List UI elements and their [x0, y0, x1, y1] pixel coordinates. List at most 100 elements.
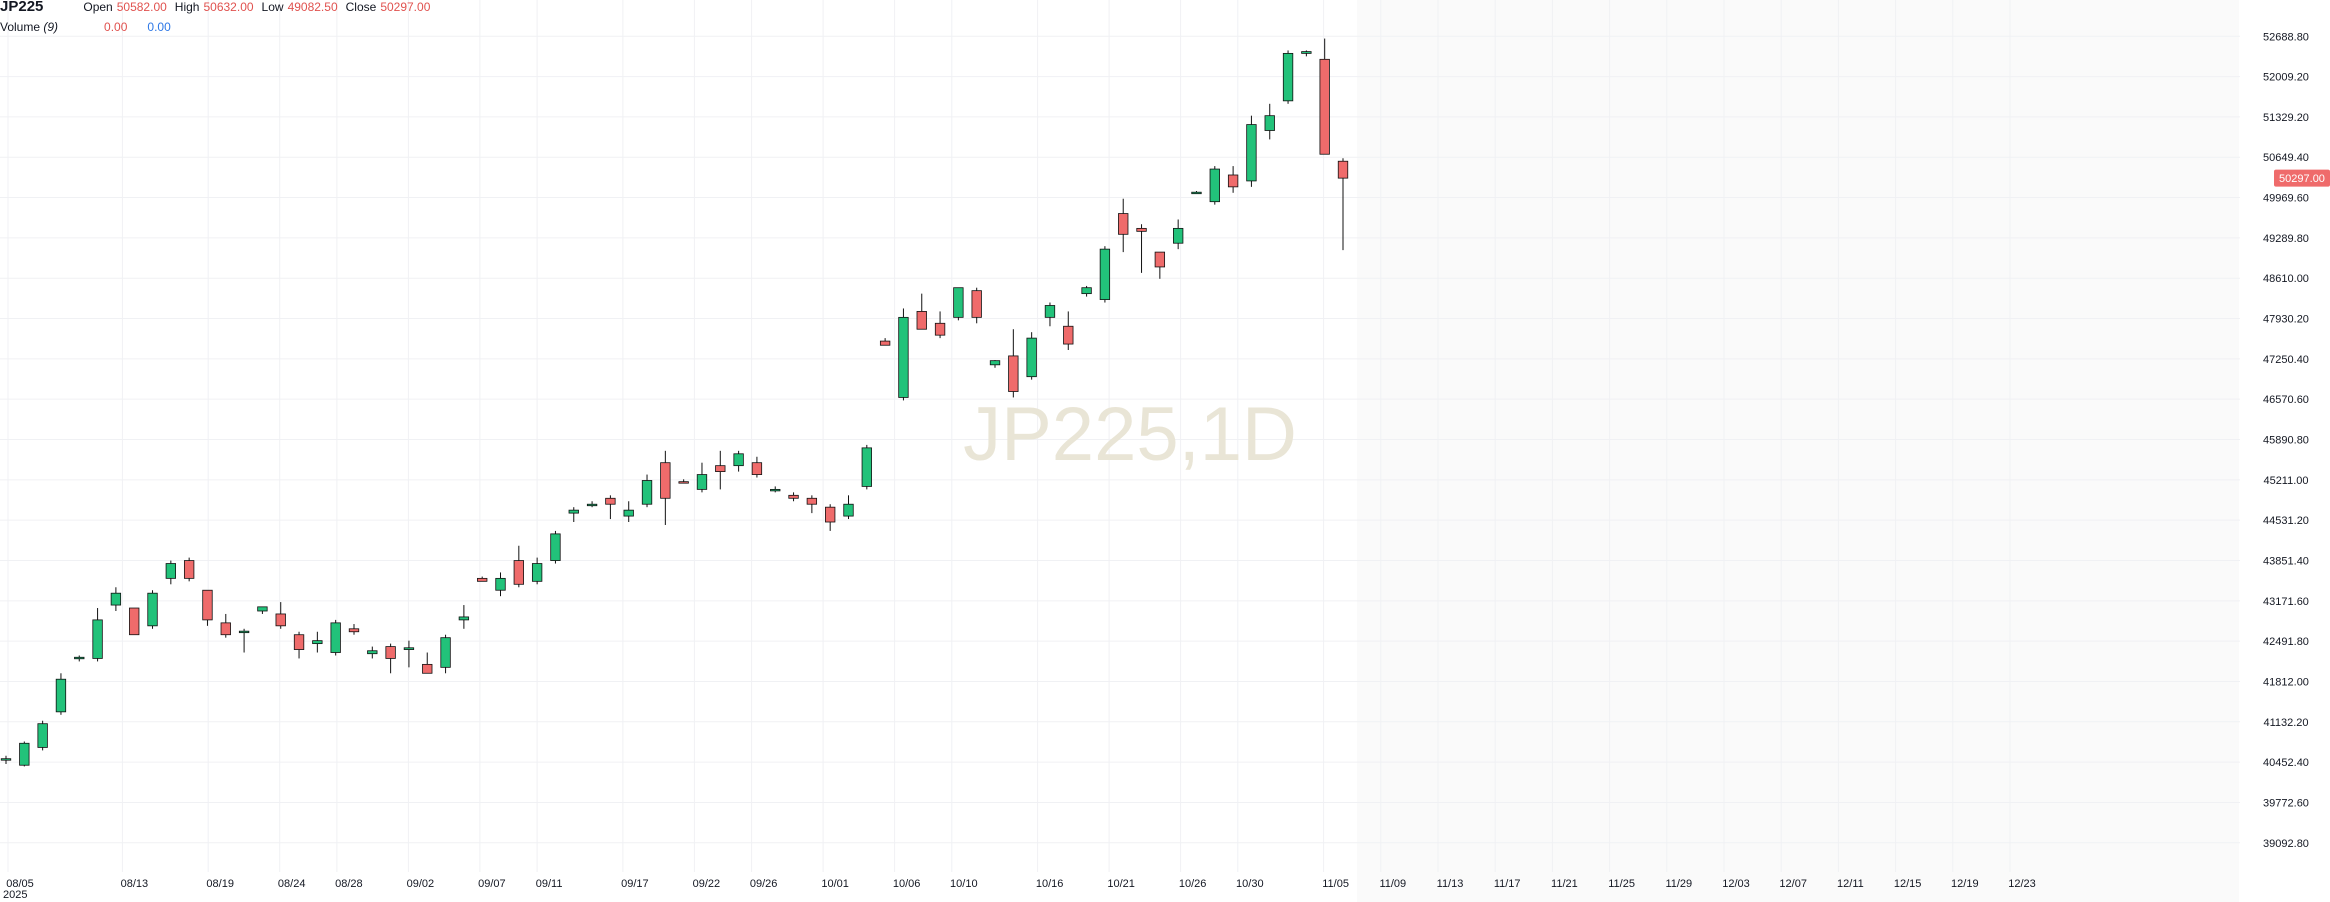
candle-body-up	[110, 592, 122, 606]
candle	[1191, 191, 1202, 195]
price-tick-label: 52688.80	[2263, 31, 2309, 43]
candle-body-down	[477, 577, 488, 582]
candle	[1301, 50, 1312, 57]
price-tick-label: 50649.40	[2263, 152, 2309, 164]
candle	[568, 507, 579, 523]
candle-body-up	[403, 647, 415, 650]
candle-body-up	[458, 616, 470, 621]
ohlc-row: JP225 Open 50582.00 High 50632.00 Low 49…	[0, 0, 438, 20]
candle	[220, 613, 231, 638]
candle-body-up	[1191, 191, 1202, 195]
candle	[861, 444, 872, 490]
close-label: Close	[345, 0, 377, 14]
candle	[1081, 285, 1092, 297]
candle-body-up	[1026, 337, 1037, 378]
candle	[1044, 302, 1056, 327]
candle	[129, 607, 140, 636]
candle-body-up	[898, 316, 909, 398]
candle-body-up	[770, 488, 781, 492]
date-tick-label: 10/30	[1236, 878, 1264, 890]
candle-body-up	[1246, 124, 1257, 182]
candle	[550, 530, 561, 564]
candle	[1118, 198, 1129, 253]
candle-body-up	[623, 509, 634, 517]
candle-body-down	[220, 622, 231, 636]
candle	[330, 619, 341, 656]
price-tick-label: 47250.40	[2263, 354, 2309, 366]
last-price-label: 50297.00	[2279, 173, 2325, 185]
candle	[1337, 158, 1349, 251]
candle	[733, 450, 744, 472]
candle	[1173, 219, 1184, 250]
volume-label[interactable]: Volume	[0, 20, 41, 34]
candle	[477, 576, 488, 582]
candle	[934, 311, 946, 339]
candle	[1209, 166, 1220, 205]
date-tick-label: 10/06	[893, 878, 921, 890]
candle-body-up	[1099, 248, 1111, 300]
high-value: 50632.00	[203, 0, 254, 14]
candle-body-down	[183, 560, 195, 579]
candle-body-down	[751, 462, 763, 475]
candle-body-down	[806, 497, 818, 505]
date-tick-label: 11/05	[1322, 878, 1349, 890]
date-tick-label: 10/16	[1036, 878, 1064, 890]
candle	[440, 634, 451, 674]
candle-body-down	[129, 607, 140, 636]
candle-body-up	[165, 563, 176, 579]
candle-body-up	[843, 503, 854, 517]
price-tick-label: 47930.20	[2263, 314, 2309, 326]
price-axis[interactable]: 52688.80 52009.20 51329.20 50649.40 49969.60…	[2263, 31, 2309, 850]
date-tick-label: 12/15	[1894, 878, 1922, 890]
candle-body-up	[550, 533, 561, 561]
candle	[202, 589, 213, 626]
candle	[953, 287, 964, 321]
price-tick-label: 46570.60	[2263, 394, 2309, 406]
date-tick-label: 09/07	[478, 878, 506, 890]
candle-body-up	[330, 622, 341, 653]
date-tick-label: 10/26	[1179, 878, 1207, 890]
date-tick-label: 08/19	[206, 878, 234, 890]
candle	[513, 545, 524, 588]
candle	[74, 655, 85, 662]
candle	[623, 501, 634, 523]
candle-body-up	[37, 723, 48, 748]
candle-body-down	[678, 481, 689, 484]
date-tick-label: 11/21	[1551, 878, 1578, 890]
date-tick-label: 10/10	[950, 878, 978, 890]
candle	[806, 495, 818, 514]
candle-body-up	[586, 503, 598, 507]
candle-body-up	[1264, 115, 1275, 131]
date-tick-label: 10/21	[1107, 878, 1135, 890]
candle-body-up	[531, 563, 543, 582]
candle-body-down	[422, 663, 433, 674]
low-label: Low	[261, 0, 284, 14]
candle-body-down	[1118, 213, 1129, 235]
candle	[183, 557, 195, 582]
price-tick-label: 49289.80	[2263, 233, 2309, 245]
date-tick-label: 12/19	[1951, 878, 1979, 890]
candles	[0, 38, 1349, 767]
price-tick-label: 45890.80	[2263, 435, 2309, 447]
candle-body-up	[367, 650, 378, 655]
candle	[1282, 50, 1294, 104]
date-tick-label: 10/01	[821, 878, 849, 890]
price-tick-label: 44531.20	[2263, 515, 2309, 527]
candle-body-up	[1044, 305, 1056, 318]
candle-body-up	[19, 742, 30, 766]
price-tick-label: 41132.20	[2263, 717, 2308, 729]
date-tick-label: 11/17	[1494, 878, 1521, 890]
symbol-name[interactable]: JP225	[0, 0, 44, 15]
candle	[92, 608, 103, 662]
candle	[989, 360, 1001, 368]
candle	[348, 624, 360, 635]
date-tick-label: 12/07	[1779, 878, 1807, 890]
candle-body-down	[916, 311, 927, 330]
volume-value-1: 0.00	[104, 20, 128, 34]
candle-body-down	[971, 290, 982, 318]
candle	[165, 560, 176, 585]
price-tick-label: 43851.40	[2263, 555, 2309, 567]
candle-body-down	[1337, 160, 1349, 179]
